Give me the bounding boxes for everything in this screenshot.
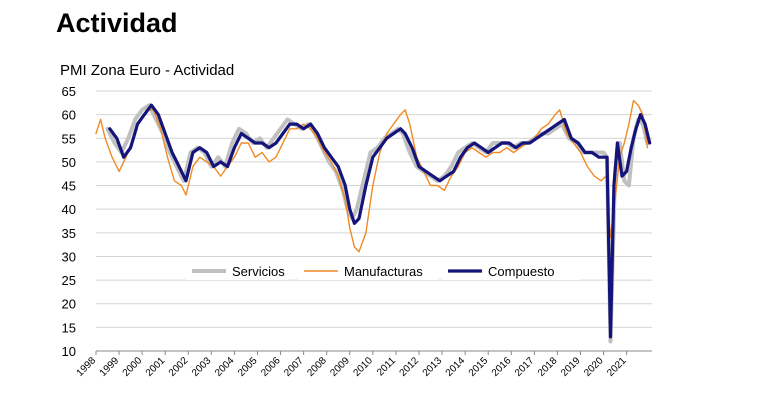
x-tick-label: 2010	[351, 355, 375, 379]
x-tick-label: 2000	[121, 355, 145, 379]
chart-title: PMI Zona Euro - Actividad	[60, 62, 234, 79]
x-tick-label: 2007	[282, 355, 306, 379]
x-tick-label: 1998	[75, 355, 99, 379]
y-tick-label: 40	[62, 202, 76, 217]
x-tick-label: 2009	[328, 355, 352, 379]
x-tick-label: 2015	[467, 355, 491, 379]
y-axis-ticks: 10 15 20 25 30 35 40 45 50 55 60 65	[62, 84, 76, 359]
x-tick-label: 2011	[375, 355, 398, 378]
x-tick-label: 1999	[98, 355, 122, 379]
series-lines	[95, 99, 652, 344]
y-tick-label: 10	[62, 344, 76, 359]
x-tick-label: 2002	[167, 355, 191, 379]
y-tick-label: 25	[62, 273, 76, 288]
legend-label-servicios: Servicios	[232, 264, 285, 279]
x-tick-label: 2021	[605, 355, 629, 379]
x-axis: 1998 1999 2000 2001 2002 2003 2004 2005 2006 2007…	[75, 350, 652, 379]
y-tick-label: 45	[62, 179, 76, 194]
y-tick-label: 20	[62, 297, 76, 312]
x-tick-label: 2001	[144, 355, 168, 379]
y-tick-label: 30	[62, 249, 76, 264]
x-tick-label: 2014	[444, 355, 468, 379]
legend-label-compuesto: Compuesto	[488, 264, 554, 279]
y-tick-label: 50	[62, 155, 76, 170]
x-tick-label: 2018	[536, 355, 560, 379]
x-tick-label: 2012	[398, 355, 422, 379]
y-tick-label: 55	[62, 131, 76, 146]
legend-label-manufacturas: Manufacturas	[344, 264, 423, 279]
y-tick-label: 60	[62, 108, 76, 123]
x-tick-label: 2003	[190, 355, 214, 379]
legend-background	[298, 262, 438, 280]
page-title: Actividad	[56, 8, 178, 38]
x-tick-label: 2017	[513, 355, 537, 379]
x-tick-label: 2008	[305, 355, 329, 379]
y-tick-label: 35	[62, 226, 76, 241]
x-tick-label: 2013	[421, 355, 445, 379]
x-tick-label: 2005	[236, 355, 260, 379]
x-tick-label: 2019	[559, 355, 583, 379]
y-tick-label: 15	[62, 320, 76, 335]
legend-background	[186, 262, 288, 280]
x-tick-label: 2016	[490, 355, 514, 379]
x-tick-label: 2020	[582, 355, 606, 379]
x-tick-label: 2004	[213, 355, 237, 379]
y-tick-label: 65	[62, 84, 76, 99]
x-tick-label: 2006	[259, 355, 283, 379]
legend-background	[442, 262, 580, 280]
legend: Servicios Manufacturas Compuesto	[186, 262, 580, 280]
series-compuesto-line	[108, 103, 652, 339]
series-servicios-line	[105, 103, 650, 344]
